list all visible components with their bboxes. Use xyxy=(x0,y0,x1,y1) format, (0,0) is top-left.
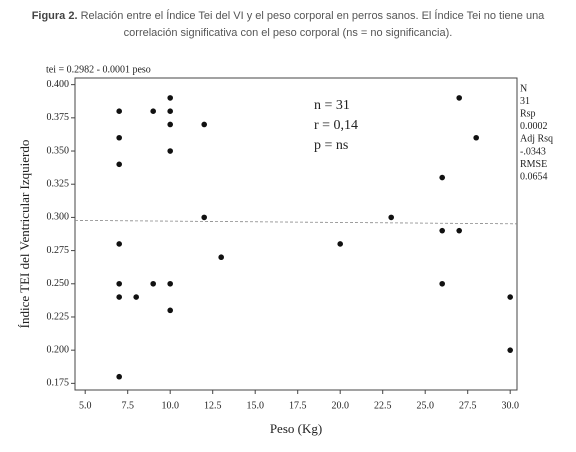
point xyxy=(439,280,446,287)
caption-label: Figura 2. xyxy=(31,10,78,22)
y-tick-label: 0.375 xyxy=(47,112,70,123)
y-tick-label: 0.325 xyxy=(47,179,70,190)
annotation: p = ns xyxy=(314,138,348,153)
point xyxy=(116,280,122,287)
stat: 0.0654 xyxy=(520,171,548,182)
x-tick-label: 25.0 xyxy=(416,400,434,411)
fit-line xyxy=(74,219,518,225)
point xyxy=(456,227,463,234)
point xyxy=(116,134,122,141)
stat: Rsp xyxy=(520,108,536,119)
point xyxy=(439,174,446,181)
point xyxy=(167,121,173,128)
point xyxy=(116,241,122,247)
annotation: n = 31 xyxy=(314,98,350,113)
point xyxy=(507,347,513,353)
x-tick-label: 27.5 xyxy=(459,400,477,411)
y-tick-label: 0.300 xyxy=(47,212,70,223)
stat: N xyxy=(520,83,527,94)
plot-frame xyxy=(74,77,518,391)
point xyxy=(116,373,122,380)
point xyxy=(337,241,344,247)
x-tick-label: 22.5 xyxy=(374,400,392,411)
y-tick-label: 0.350 xyxy=(47,145,70,156)
point xyxy=(201,121,207,128)
stat: RMSE xyxy=(520,159,547,170)
x-tick-label: 5.0 xyxy=(79,400,92,411)
x-tick-label: 10.0 xyxy=(161,400,179,411)
point xyxy=(456,95,463,101)
point xyxy=(507,294,513,300)
annotation: r = 0,14 xyxy=(314,118,358,133)
y-tick-label: 0.175 xyxy=(47,378,70,389)
caption-text: Relación entre el Índice Tei del VI y el… xyxy=(80,10,545,39)
point xyxy=(167,95,173,101)
point xyxy=(150,280,156,287)
point xyxy=(150,108,156,114)
point xyxy=(439,227,446,234)
point xyxy=(133,294,139,300)
point xyxy=(167,108,173,114)
point xyxy=(473,134,480,141)
x-tick-label: 17.5 xyxy=(289,400,307,411)
y-tick-label: 0.200 xyxy=(47,344,70,355)
x-tick-label: 7.5 xyxy=(121,400,134,411)
stat: 0.0002 xyxy=(520,121,548,132)
y-tick-label: 0.250 xyxy=(47,278,70,289)
equation: tei = 0.2982 - 0.0001 peso xyxy=(46,64,151,75)
y-axis-label: Índice TEI del Ventricular Izquierdo xyxy=(17,140,32,329)
point xyxy=(167,280,173,287)
point xyxy=(116,294,122,300)
stat: Adj Rsq xyxy=(520,134,553,145)
x-tick-label: 20.0 xyxy=(331,400,349,411)
point xyxy=(116,108,122,114)
x-tick-label: 30.0 xyxy=(501,400,519,411)
y-tick-label: 0.225 xyxy=(47,311,70,322)
point xyxy=(218,254,224,261)
y-tick-label: 0.275 xyxy=(47,245,70,256)
stat: 31 xyxy=(520,96,530,107)
x-tick-label: 12.5 xyxy=(204,400,222,411)
point xyxy=(116,161,122,168)
point xyxy=(167,307,173,314)
point xyxy=(388,214,395,221)
x-axis-label: Peso (Kg) xyxy=(270,421,322,436)
stat: -.0343 xyxy=(520,146,546,157)
point xyxy=(201,214,207,221)
point xyxy=(167,148,173,154)
y-tick-label: 0.400 xyxy=(47,79,70,90)
x-tick-label: 15.0 xyxy=(246,400,264,411)
caption: Figura 2. Relación entre el Índice Tei d… xyxy=(30,8,546,42)
